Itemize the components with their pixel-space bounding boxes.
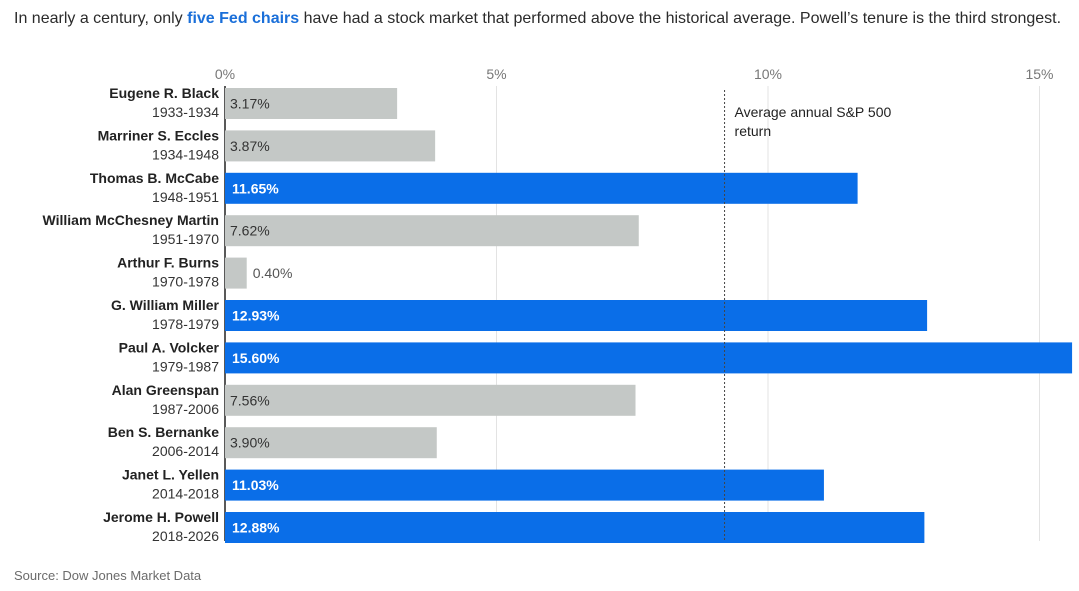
x-tick-label: 15%	[1025, 66, 1053, 82]
chair-years-label: 1934-1948	[152, 146, 219, 162]
bar-value-label: 7.62%	[230, 223, 270, 239]
chair-name-label: Eugene R. Black	[109, 85, 219, 101]
chair-name-label: Janet L. Yellen	[122, 467, 219, 483]
bar	[225, 469, 824, 501]
x-tick-label: 5%	[486, 66, 506, 82]
chair-name-label: Marriner S. Eccles	[98, 127, 220, 143]
chair-name-label: William McChesney Martin	[43, 212, 219, 228]
subtitle-lead: In nearly a century, only	[14, 10, 188, 27]
bar-value-label: 3.90%	[230, 435, 270, 451]
source-note: Source: Dow Jones Market Data	[14, 568, 202, 583]
chair-years-label: 2006-2014	[152, 443, 219, 459]
chart-subtitle: In nearly a century, only five Fed chair…	[14, 8, 1069, 30]
bar	[225, 384, 636, 416]
category-labels: Eugene R. Black 1933-1934 Marriner S. Eccl…	[43, 85, 220, 544]
bars: 3.17% 3.87% 11.65% 7.62% 0.40% 12.93% 15.60% 7.…	[225, 88, 1073, 543]
average-reference-label: Average annual S&P 500	[735, 104, 892, 120]
chair-name-label: Jerome H. Powell	[103, 509, 219, 525]
bar	[225, 172, 858, 204]
bar-value-label: 0.40%	[253, 265, 293, 281]
bar-value-label: 3.17%	[230, 96, 270, 112]
subtitle-rest: have had a stock market that performed a…	[299, 10, 1062, 27]
bar-value-label: 7.56%	[230, 392, 270, 408]
bar-value-label: 15.60%	[232, 350, 280, 366]
chair-years-label: 1933-1934	[152, 104, 219, 120]
chair-years-label: 1951-1970	[152, 231, 219, 247]
chair-name-label: Thomas B. McCabe	[90, 170, 219, 186]
chair-years-label: 1978-1979	[152, 316, 219, 332]
bar	[225, 427, 437, 459]
bar-value-label: 3.87%	[230, 138, 270, 154]
chair-name-label: G. William Miller	[111, 297, 220, 313]
subtitle-highlight: five Fed chairs	[187, 10, 300, 27]
average-reference: Average annual S&P 500 return	[724, 90, 892, 541]
chair-name-label: Arthur F. Burns	[117, 255, 219, 271]
chair-years-label: 1979-1987	[152, 358, 219, 374]
bar	[225, 512, 925, 543]
bar	[225, 88, 398, 119]
bar	[225, 215, 639, 247]
x-tick-label: 10%	[754, 66, 782, 82]
x-axis-ticks: 0% 5% 10% 15%	[215, 66, 1054, 82]
bar	[225, 257, 247, 289]
chair-name-label: Paul A. Volcker	[119, 339, 220, 355]
bar	[225, 300, 928, 331]
bar-value-label: 11.65%	[232, 180, 279, 196]
x-tick-label: 0%	[215, 66, 235, 82]
chair-years-label: 1948-1951	[152, 189, 219, 205]
bar	[225, 342, 1073, 374]
chair-years-label: 1987-2006	[152, 401, 219, 417]
average-reference-label: return	[735, 123, 772, 139]
chair-years-label: 2014-2018	[152, 486, 219, 502]
bar-value-label: 12.88%	[232, 520, 280, 536]
bar-value-label: 12.93%	[232, 308, 280, 324]
bar-value-label: 11.03%	[232, 477, 279, 493]
chair-name-label: Alan Greenspan	[112, 382, 219, 398]
chair-years-label: 2018-2026	[152, 528, 219, 544]
chair-years-label: 1970-1978	[152, 274, 219, 290]
bar	[225, 130, 436, 162]
chair-name-label: Ben S. Bernanke	[108, 424, 219, 440]
